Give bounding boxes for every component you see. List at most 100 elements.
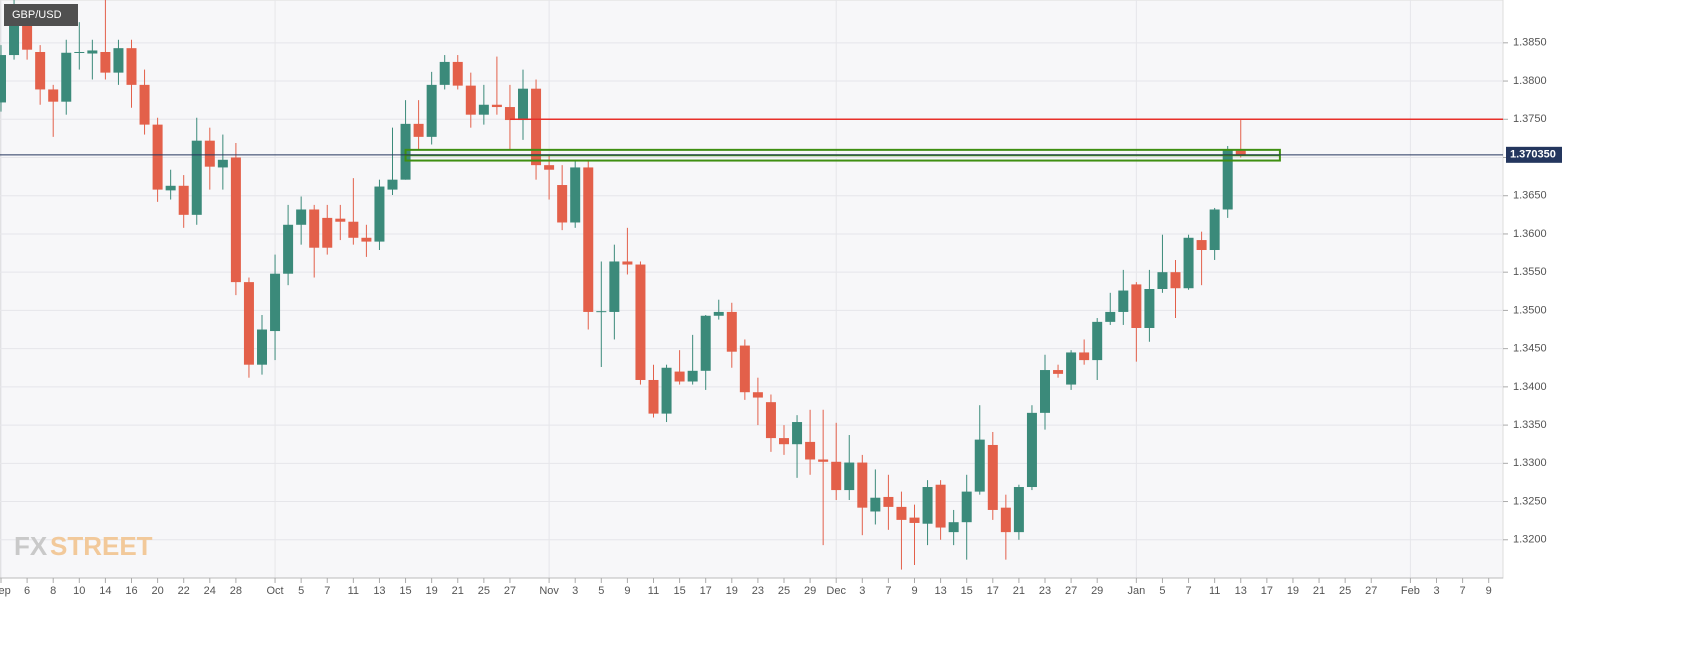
candle-body	[609, 261, 620, 312]
last-price-box	[1506, 146, 1562, 163]
candle-body	[61, 52, 72, 102]
x-tick-label: 13	[373, 585, 385, 597]
candle-body	[426, 84, 437, 137]
candle-body	[439, 61, 450, 85]
candle-body	[126, 48, 137, 85]
candle-body	[700, 315, 711, 371]
watermark-fx: FX	[14, 531, 48, 561]
candle-body	[1053, 370, 1064, 374]
x-tick-label: 29	[1091, 585, 1103, 597]
candle-body	[1079, 352, 1090, 361]
x-tick-label: 7	[1460, 585, 1466, 597]
x-tick-label: 14	[99, 585, 111, 597]
x-tick-label: 15	[673, 585, 685, 597]
x-tick-label: Nov	[539, 585, 559, 597]
x-tick-label: 9	[624, 585, 630, 597]
candle-body	[1183, 237, 1194, 289]
last-price-label: 1.370350	[1510, 149, 1556, 161]
candle-body	[191, 140, 202, 215]
candle-body	[635, 264, 646, 380]
x-tick-label: 15	[399, 585, 411, 597]
candle-body	[1209, 209, 1220, 251]
x-tick-label: Oct	[266, 585, 283, 597]
y-tick-label: 1.3500	[1513, 304, 1547, 316]
x-tick-label: 9	[911, 585, 917, 597]
x-tick-label: 7	[885, 585, 891, 597]
candle-body	[961, 491, 972, 523]
candle-body	[544, 165, 555, 170]
candle-body	[361, 237, 372, 242]
candle-body	[478, 104, 489, 115]
x-tick-label: 16	[125, 585, 137, 597]
candle-body	[452, 61, 463, 86]
candle-body	[1040, 370, 1050, 413]
candle-body	[100, 51, 111, 73]
x-tick-label: Jan	[1127, 585, 1145, 597]
x-tick-label: 19	[1287, 585, 1299, 597]
x-tick-label: 10	[73, 585, 85, 597]
x-tick-label: 17	[987, 585, 999, 597]
candle-body	[1170, 272, 1181, 289]
x-tick-label: 5	[598, 585, 604, 597]
x-tick-label: 17	[1261, 585, 1273, 597]
x-tick-label: 21	[1313, 585, 1325, 597]
candle-body	[296, 209, 307, 225]
x-tick-label: 27	[504, 585, 516, 597]
candle-body	[570, 167, 581, 223]
candle-body	[922, 487, 933, 524]
candle-body	[739, 345, 750, 393]
candle-body	[661, 367, 672, 414]
candle-body	[531, 88, 542, 166]
candle-body	[204, 140, 215, 167]
y-tick-label: 1.3400	[1513, 381, 1547, 393]
x-tick-label: 23	[752, 585, 764, 597]
x-tick-label: 19	[426, 585, 438, 597]
y-tick-label: 1.3350	[1513, 419, 1547, 431]
candle-body	[935, 484, 946, 528]
candle-body	[779, 438, 789, 445]
y-tick-label: 1.3600	[1513, 228, 1547, 240]
candle-body	[857, 462, 868, 508]
candle-body	[1157, 272, 1168, 289]
x-tick-label: Feb	[1401, 585, 1420, 597]
x-tick-label: 20	[151, 585, 163, 597]
y-tick-label: 1.3300	[1513, 457, 1547, 469]
candle-body	[948, 522, 959, 533]
candle-body	[726, 311, 737, 352]
candle-body	[518, 88, 528, 121]
candle-body	[48, 89, 59, 102]
candle-body	[465, 85, 476, 115]
candle-body	[0, 55, 6, 103]
candle-body	[413, 123, 424, 137]
x-tick-label: 22	[178, 585, 190, 597]
candle-body	[504, 107, 515, 121]
candle-body	[896, 506, 907, 520]
candle-body	[491, 104, 502, 108]
y-tick-label: 1.3450	[1513, 343, 1547, 355]
candle-body	[987, 444, 998, 510]
candle-body	[113, 48, 124, 73]
x-tick-label: 5	[1159, 585, 1165, 597]
x-tick-label: 24	[204, 585, 216, 597]
x-tick-label: 27	[1365, 585, 1377, 597]
x-tick-label: 3	[1433, 585, 1439, 597]
x-tick-label: 3	[572, 585, 578, 597]
candle-body	[1222, 149, 1233, 210]
candle-body	[230, 157, 241, 283]
candle-body	[752, 392, 763, 398]
y-tick-label: 1.3250	[1513, 495, 1547, 507]
plot-area	[0, 0, 1504, 579]
candle-body	[687, 370, 698, 382]
y-tick-label: 1.3550	[1513, 266, 1547, 278]
candle-body	[674, 371, 685, 382]
x-tick-label: 7	[1185, 585, 1191, 597]
candle-body	[257, 329, 267, 365]
candle-body	[792, 422, 803, 445]
x-tick-label: 13	[1235, 585, 1247, 597]
candle-body	[35, 51, 46, 90]
candle-body	[9, 19, 20, 56]
x-tick-label: 27	[1065, 585, 1077, 597]
x-tick-label: 25	[778, 585, 790, 597]
candle-body	[1092, 321, 1103, 361]
x-tick-label: 19	[726, 585, 738, 597]
